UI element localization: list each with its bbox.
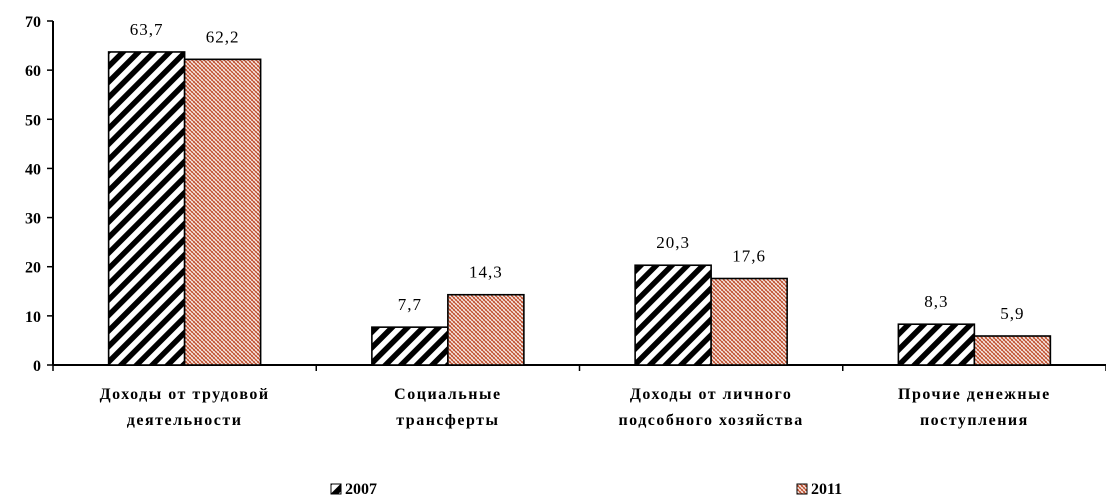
legend-swatch-2011 — [796, 483, 808, 495]
category-label: Доходы от трудовой — [100, 386, 270, 403]
y-tick-label: 20 — [25, 260, 41, 277]
data-label-2011-1: 62,2 — [206, 27, 240, 46]
category-label: деятельности — [127, 412, 243, 429]
data-labels: 63,7 62,2 7,7 14,3 20,3 17,6 8,3 5,9 — [130, 20, 1024, 323]
y-tick-label: 0 — [33, 358, 41, 375]
y-tick-label: 70 — [25, 14, 41, 31]
data-label-2007-2: 7,7 — [398, 295, 422, 314]
y-tick-label: 10 — [25, 309, 41, 326]
y-tick-label: 40 — [25, 161, 41, 178]
category-label: Социальные — [394, 386, 501, 403]
data-label-2007-3: 20,3 — [656, 233, 690, 252]
legend-label-2011: 2011 — [811, 481, 842, 498]
y-tick-label: 30 — [25, 211, 41, 228]
bar-2007-3 — [634, 264, 712, 366]
category-label: Прочие денежные — [898, 386, 1051, 403]
category-label: Доходы от личного — [630, 386, 793, 403]
legend-label-2007: 2007 — [345, 481, 377, 498]
data-label-2007-4: 8,3 — [924, 292, 948, 311]
bar-2007-2 — [371, 326, 449, 366]
bar-2011-1 — [183, 58, 262, 366]
category-label: подсобного хозяйства — [618, 412, 803, 429]
data-label-2011-3: 17,6 — [732, 247, 766, 266]
data-label-2011-4: 5,9 — [1000, 304, 1024, 323]
bar-2007-1 — [107, 51, 186, 366]
y-tick-label: 50 — [25, 112, 41, 129]
bar-2007-4 — [897, 323, 976, 366]
y-tick-label: 60 — [25, 63, 41, 80]
data-label-2011-2: 14,3 — [469, 263, 503, 282]
category-label: трансферты — [396, 412, 499, 429]
legend: 2007 2011 — [330, 481, 842, 498]
legend-swatch-2007 — [330, 483, 342, 495]
bar-2011-3 — [710, 277, 788, 366]
data-label-2007-1: 63,7 — [130, 20, 164, 39]
bar-2011-4 — [973, 335, 1052, 366]
bars — [107, 51, 1052, 366]
category-label: поступления — [920, 412, 1029, 429]
category-labels: Доходы от трудовой деятельности Социальные… — [100, 386, 1051, 429]
bar-2011-2 — [447, 293, 525, 366]
